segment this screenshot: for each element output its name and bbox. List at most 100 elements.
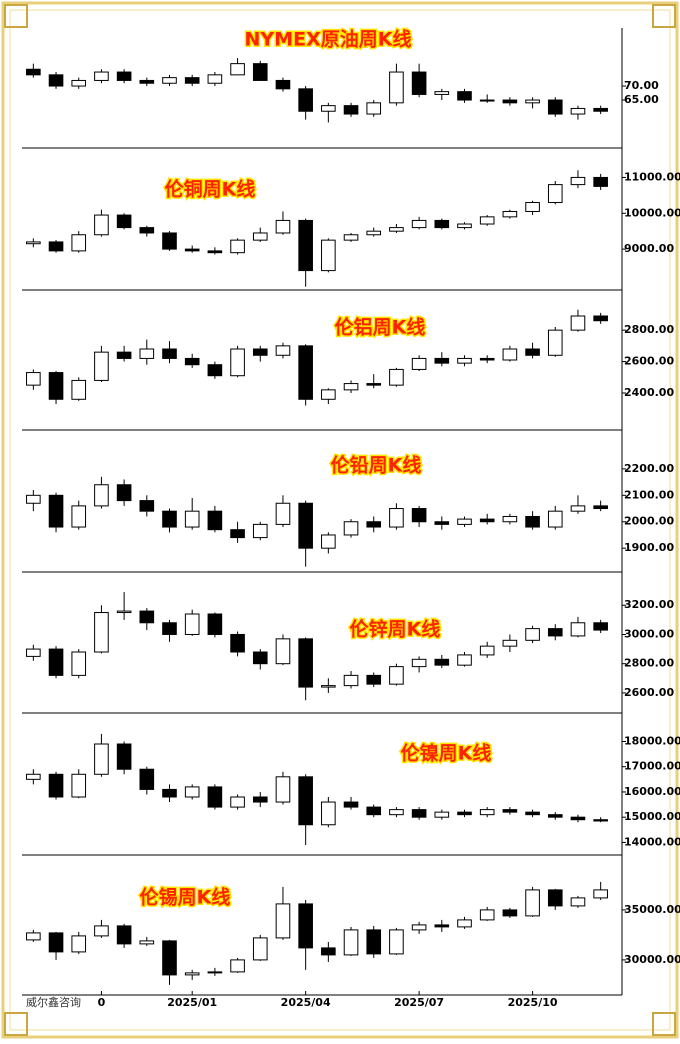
candle-body — [71, 773, 87, 798]
candle-body — [94, 214, 109, 236]
y-tick-label: 1900.00 — [624, 541, 674, 554]
candle-body — [434, 658, 450, 666]
candle-body — [366, 383, 382, 386]
y-tick-label: 2600.00 — [624, 686, 674, 699]
candle-body — [275, 79, 291, 90]
candle-body — [207, 971, 223, 974]
candle-body — [207, 613, 223, 635]
candle-body — [321, 239, 336, 272]
candle-body — [547, 184, 563, 204]
corners — [4, 4, 676, 1036]
candle-body — [411, 508, 427, 523]
candle-body — [525, 202, 540, 212]
candle-body — [184, 357, 200, 366]
candle-body — [162, 348, 177, 359]
candle-body — [411, 219, 427, 229]
candle-body — [593, 889, 608, 899]
candle-body — [525, 628, 540, 641]
candle-body — [570, 816, 586, 821]
candle-body — [139, 500, 155, 512]
candle-body — [275, 219, 291, 234]
candle-body — [71, 379, 87, 400]
y-tick-label: 17000.00 — [624, 760, 680, 773]
candle-body — [502, 348, 518, 361]
candle-body — [139, 768, 155, 790]
candle-body — [48, 74, 64, 87]
candle-body — [321, 105, 336, 112]
candle-body — [184, 786, 200, 798]
watermark: 威尔鑫咨询 — [26, 995, 81, 1009]
candle-body — [343, 674, 359, 687]
candle-body — [139, 610, 155, 624]
candle-body — [116, 743, 132, 770]
candle-body — [434, 91, 450, 95]
candle-body — [48, 241, 64, 252]
candle-body — [298, 88, 313, 112]
candle-body — [479, 357, 495, 361]
candle-body — [321, 685, 336, 688]
y-tick-label: 35000.00 — [624, 903, 680, 916]
candle-body — [139, 79, 155, 84]
candle-body — [275, 776, 291, 803]
candle-body — [230, 959, 245, 973]
candle-body — [321, 534, 336, 549]
candle-body — [457, 518, 472, 525]
y-tick-label: 70.00 — [624, 79, 659, 92]
candle-body — [547, 889, 563, 907]
candle-body — [139, 348, 155, 359]
candle-body — [184, 248, 200, 252]
candle-body — [48, 372, 64, 400]
candle-body — [298, 502, 313, 549]
candle-body — [94, 351, 109, 381]
x-tick-label: 2025/10 — [508, 996, 558, 1009]
candle-body — [139, 940, 155, 945]
candle-body — [48, 932, 64, 953]
candle-body — [94, 925, 109, 937]
candle-body — [116, 484, 132, 502]
candle-body — [570, 107, 586, 115]
candle-body — [570, 622, 586, 637]
candle-body — [71, 651, 87, 676]
panel-title: 伦镍周K线 — [401, 742, 492, 765]
candle-body — [252, 796, 268, 803]
candle-body — [525, 348, 540, 356]
y-tick-label: 15000.00 — [624, 810, 680, 823]
candle-body — [570, 505, 586, 512]
candle-body — [434, 357, 450, 364]
candle-body — [366, 521, 382, 528]
candle-body — [525, 99, 540, 104]
candle-body — [230, 239, 245, 254]
candle-body — [593, 622, 608, 631]
candle-body — [547, 628, 563, 637]
y-tick-label: 65.00 — [624, 93, 659, 106]
candle-body — [94, 484, 109, 507]
panel-title: 伦铜周K线 — [165, 178, 256, 201]
candle-body — [298, 776, 313, 826]
y-tick-label: 2100.00 — [624, 488, 674, 501]
panel-title: 伦锌周K线 — [350, 618, 441, 641]
candle-body — [479, 909, 495, 921]
y-tick-label: 16000.00 — [624, 785, 680, 798]
y-tick-label: 3000.00 — [624, 627, 674, 640]
candle-body — [547, 329, 563, 356]
candle-body — [275, 345, 291, 356]
x-tick-label: 2025/04 — [281, 996, 331, 1009]
candle-body — [48, 494, 64, 528]
candle-body — [252, 63, 268, 81]
candle-body — [298, 219, 313, 272]
candle-body — [411, 809, 427, 818]
candle-body — [207, 510, 223, 531]
candle-body — [207, 786, 223, 808]
candle-body — [366, 230, 382, 236]
candle-body — [116, 71, 132, 81]
candle-body — [343, 383, 359, 391]
candle-body — [207, 74, 223, 84]
candle-body — [48, 648, 64, 676]
candle-body — [26, 494, 41, 504]
panel-title: 伦铅周K线 — [331, 454, 422, 477]
candle-body — [207, 364, 223, 377]
candle-body — [298, 903, 313, 949]
candle-body — [389, 508, 404, 528]
candle-body — [162, 77, 177, 84]
